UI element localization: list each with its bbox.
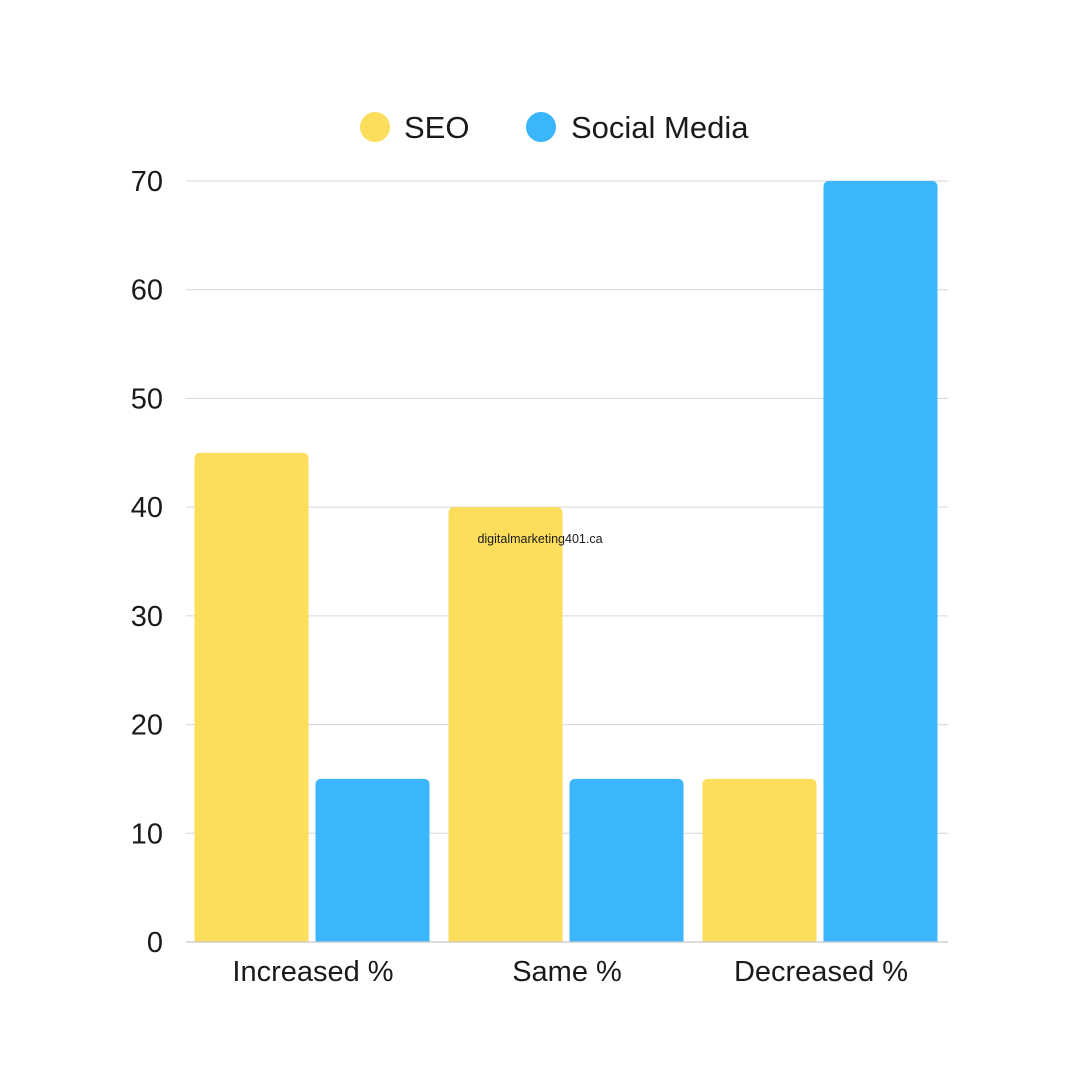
bar-social-media-increased [315, 778, 430, 942]
legend-swatch-seo [360, 112, 390, 142]
y-tick-label: 50 [131, 383, 163, 415]
y-tick-label: 70 [131, 166, 163, 198]
y-tick-label: 40 [131, 492, 163, 524]
x-tick-label: Decreased % [734, 956, 908, 988]
legend: SEO Social Media [360, 110, 749, 145]
grid-lines [186, 180, 948, 834]
bars [194, 181, 938, 942]
bar-seo-decreased [702, 778, 817, 942]
legend-label-social-media: Social Media [571, 110, 749, 145]
bar-social-media-decreased [823, 181, 938, 942]
bar-seo-increased [194, 452, 309, 942]
y-axis: 0 10 20 30 40 50 60 70 [131, 166, 163, 959]
y-tick-label: 20 [131, 710, 163, 742]
x-axis: Increased % Same % Decreased % [186, 941, 948, 988]
y-tick-label: 30 [131, 601, 163, 633]
bar-seo-same [448, 507, 563, 942]
y-tick-label: 0 [147, 927, 163, 959]
x-tick-label: Increased % [232, 956, 393, 988]
legend-label-seo: SEO [404, 110, 469, 145]
x-tick-label: Same % [512, 956, 622, 988]
bar-social-media-same [569, 778, 684, 942]
y-tick-label: 10 [131, 818, 163, 850]
legend-swatch-social-media [526, 112, 556, 142]
watermark-text: digitalmarketing401.ca [477, 532, 602, 546]
y-tick-label: 60 [131, 275, 163, 307]
